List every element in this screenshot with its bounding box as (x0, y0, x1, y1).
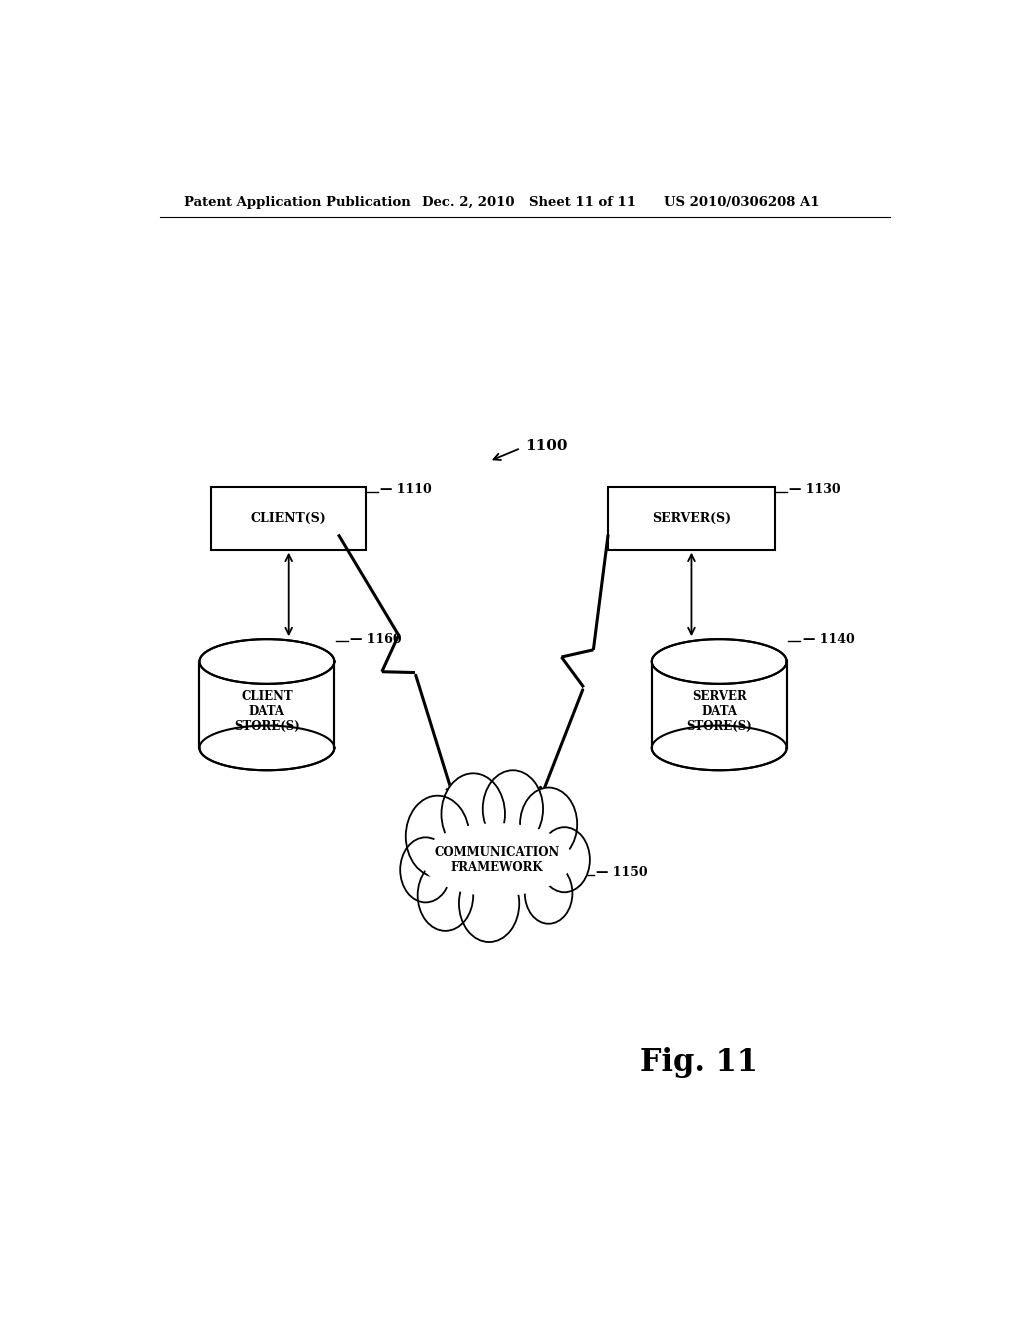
Text: — 1150: — 1150 (596, 866, 648, 879)
Text: Dec. 2, 2010: Dec. 2, 2010 (422, 195, 514, 209)
Polygon shape (200, 661, 334, 748)
Polygon shape (652, 639, 786, 684)
Text: US 2010/0306208 A1: US 2010/0306208 A1 (664, 195, 819, 209)
Text: — 1130: — 1130 (790, 483, 841, 496)
Text: SERVER
DATA
STORE(S): SERVER DATA STORE(S) (686, 690, 752, 733)
FancyBboxPatch shape (608, 487, 775, 549)
Circle shape (441, 774, 505, 854)
Text: — 1110: — 1110 (380, 483, 432, 496)
Circle shape (525, 863, 572, 924)
Circle shape (400, 837, 451, 903)
Polygon shape (652, 639, 786, 684)
FancyBboxPatch shape (211, 487, 367, 549)
Text: Patent Application Publication: Patent Application Publication (183, 195, 411, 209)
Text: 1100: 1100 (524, 440, 567, 453)
Text: Sheet 11 of 11: Sheet 11 of 11 (528, 195, 636, 209)
Ellipse shape (410, 813, 585, 900)
Polygon shape (652, 726, 786, 771)
Circle shape (459, 865, 519, 942)
Text: SERVER(S): SERVER(S) (652, 512, 731, 525)
Circle shape (418, 859, 473, 931)
Polygon shape (200, 726, 334, 771)
Polygon shape (652, 661, 786, 748)
Ellipse shape (422, 824, 572, 896)
Circle shape (406, 796, 469, 876)
Text: Fig. 11: Fig. 11 (640, 1048, 759, 1078)
Text: — 1140: — 1140 (803, 632, 854, 645)
Polygon shape (200, 639, 334, 684)
Text: CLIENT(S): CLIENT(S) (251, 512, 327, 525)
Text: CLIENT
DATA
STORE(S): CLIENT DATA STORE(S) (234, 690, 300, 733)
Polygon shape (200, 639, 334, 684)
Circle shape (482, 771, 543, 847)
Text: COMMUNICATION
FRAMEWORK: COMMUNICATION FRAMEWORK (434, 846, 560, 874)
Circle shape (539, 828, 590, 892)
Text: — 1160: — 1160 (350, 632, 401, 645)
Circle shape (520, 788, 578, 861)
